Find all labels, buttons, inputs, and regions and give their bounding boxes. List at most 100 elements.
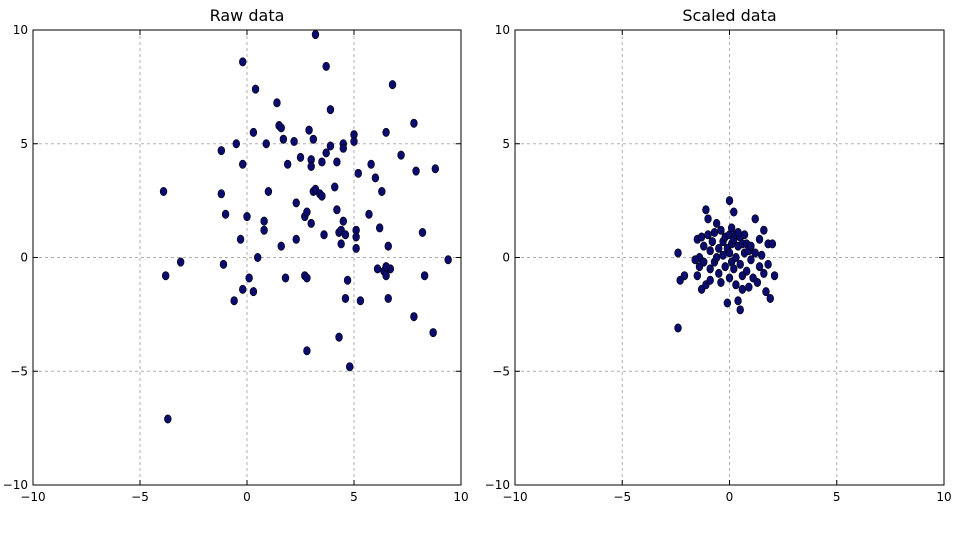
raw-data-point bbox=[322, 61, 330, 71]
raw-data-point bbox=[333, 205, 341, 215]
raw-data-point bbox=[245, 273, 253, 283]
scaled-x-tick-label: 10 bbox=[936, 490, 951, 504]
raw-y-tick-label: 0 bbox=[20, 251, 28, 265]
raw-data-point bbox=[382, 262, 390, 272]
scaled-data-point bbox=[708, 237, 717, 247]
scaled-y-tick-label: −5 bbox=[492, 364, 510, 378]
raw-data-point bbox=[254, 253, 262, 263]
raw-data-point bbox=[382, 271, 390, 281]
scaled-data-point bbox=[715, 243, 723, 253]
raw-data-point bbox=[309, 134, 318, 144]
raw-data-point bbox=[335, 332, 343, 342]
scaled-data-point bbox=[760, 268, 768, 278]
raw-data-chart-title: Raw data bbox=[210, 6, 285, 25]
raw-data-chart: Raw data −10 −5 0 5 10 −10 −5 0 5 10 bbox=[3, 6, 469, 504]
raw-data-point bbox=[384, 241, 392, 251]
raw-data-point bbox=[339, 143, 347, 153]
raw-y-tick-label: −5 bbox=[10, 364, 28, 378]
scaled-y-tick-label: 5 bbox=[502, 137, 510, 151]
raw-x-tick-label: 5 bbox=[350, 490, 358, 504]
scaled-data-point bbox=[704, 214, 712, 224]
raw-data-point bbox=[217, 189, 226, 199]
scaled-data-point bbox=[725, 273, 734, 283]
scaled-data-point bbox=[768, 239, 777, 249]
raw-data-point bbox=[239, 159, 247, 169]
scaled-x-tick-label: 5 bbox=[833, 490, 841, 504]
raw-data-point bbox=[382, 127, 390, 137]
raw-data-point bbox=[356, 296, 365, 306]
raw-data-point bbox=[159, 187, 168, 197]
raw-data-point bbox=[281, 273, 290, 283]
raw-data-point bbox=[290, 136, 298, 146]
raw-x-tick-label: −10 bbox=[20, 490, 45, 504]
scaled-data-point bbox=[700, 241, 708, 251]
scaled-y-tick-label: 10 bbox=[495, 23, 510, 37]
raw-data-point bbox=[239, 284, 247, 294]
raw-data-point bbox=[305, 125, 313, 135]
scaled-data-point bbox=[730, 207, 738, 217]
raw-data-point bbox=[420, 271, 429, 281]
raw-data-point bbox=[410, 312, 418, 322]
scaled-data-point bbox=[742, 266, 751, 276]
raw-data-point bbox=[371, 173, 380, 183]
raw-data-point bbox=[431, 164, 440, 174]
raw-data-point bbox=[219, 259, 228, 269]
scaled-data-point bbox=[706, 264, 714, 274]
scaled-data-point bbox=[747, 255, 755, 265]
raw-data-point bbox=[326, 141, 335, 151]
raw-data-point bbox=[277, 123, 285, 133]
raw-data-point bbox=[346, 362, 354, 372]
raw-data-point bbox=[303, 207, 311, 217]
scaled-plot-frame bbox=[514, 29, 945, 486]
scaled-data-chart-title: Scaled data bbox=[682, 6, 776, 25]
scaled-data-point bbox=[700, 257, 708, 267]
raw-data-point bbox=[311, 30, 320, 40]
raw-data-point bbox=[303, 273, 311, 283]
scaled-data-point bbox=[706, 246, 714, 256]
scaled-x-tick-label: 0 bbox=[726, 490, 734, 504]
scaled-data-point bbox=[757, 250, 766, 260]
raw-data-point bbox=[352, 232, 360, 242]
raw-data-point bbox=[388, 80, 397, 90]
raw-data-point bbox=[354, 168, 362, 178]
scaled-data-point bbox=[766, 293, 774, 303]
raw-plot-frame bbox=[32, 29, 462, 486]
raw-data-point bbox=[243, 212, 251, 222]
scaled-data-point bbox=[691, 255, 699, 265]
scaled-data-point bbox=[732, 280, 740, 290]
raw-data-point bbox=[264, 187, 273, 197]
scaled-data-point bbox=[710, 227, 719, 237]
raw-data-point bbox=[339, 216, 347, 226]
raw-data-point bbox=[232, 139, 241, 149]
scaled-data-point bbox=[760, 225, 768, 235]
raw-x-tick-label: 10 bbox=[453, 490, 468, 504]
scaled-data-point bbox=[734, 227, 742, 237]
raw-data-point bbox=[239, 57, 247, 67]
raw-data-point bbox=[365, 209, 373, 219]
scaled-data-point bbox=[730, 264, 738, 274]
raw-data-point bbox=[341, 230, 350, 240]
raw-data-point bbox=[303, 346, 311, 356]
scaled-data-point bbox=[674, 323, 682, 333]
raw-x-tick-label: −5 bbox=[131, 490, 149, 504]
scaled-data-point bbox=[721, 262, 729, 272]
raw-data-point bbox=[337, 239, 345, 249]
raw-data-point bbox=[326, 105, 335, 115]
raw-data-point bbox=[279, 134, 288, 144]
raw-data-point bbox=[296, 152, 305, 162]
scaled-data-point bbox=[753, 278, 762, 288]
scaled-data-point bbox=[712, 253, 721, 263]
raw-data-point bbox=[331, 182, 339, 192]
scaled-data-point bbox=[745, 282, 753, 292]
scaled-data-point bbox=[717, 278, 725, 288]
scaled-data-point bbox=[755, 262, 764, 272]
scaled-data-point bbox=[734, 296, 742, 306]
raw-data-point bbox=[341, 293, 350, 303]
scaled-data-point bbox=[674, 248, 682, 258]
scaled-data-point bbox=[751, 214, 759, 224]
scaled-data-point bbox=[751, 248, 759, 258]
raw-data-point bbox=[273, 98, 281, 108]
scaled-x-tick-label: −10 bbox=[502, 490, 527, 504]
raw-data-point bbox=[320, 230, 328, 240]
scaled-data-point bbox=[727, 223, 736, 233]
